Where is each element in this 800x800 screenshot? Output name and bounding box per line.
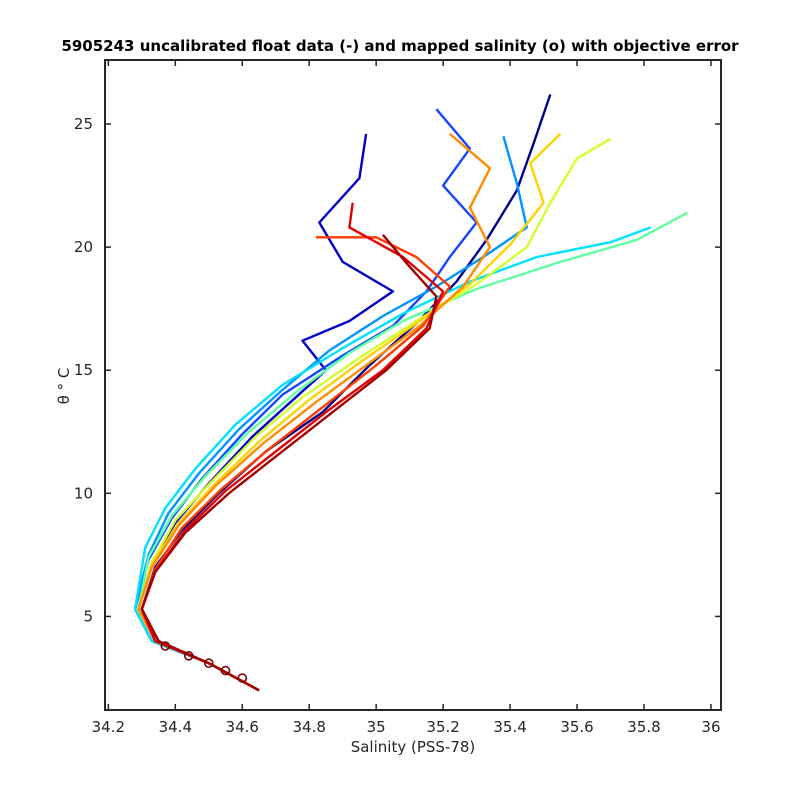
x-tick-label: 35.8 <box>627 718 660 736</box>
y-tick-label: 10 <box>74 484 93 502</box>
mapped-point-4 <box>220 665 231 676</box>
x-tick-label: 34.6 <box>226 718 259 736</box>
x-tick-label: 35 <box>367 718 386 736</box>
series-line-6 <box>137 211 689 692</box>
x-tick-label: 36 <box>701 718 720 736</box>
mapped-point-1 <box>160 641 171 651</box>
x-axis-label: Salinity (PSS-78) <box>351 738 476 756</box>
series-line-5 <box>133 226 652 692</box>
x-tick-label: 34.2 <box>92 718 125 736</box>
series-line-3 <box>133 108 478 692</box>
series-layer <box>133 94 689 692</box>
series-line-9 <box>137 132 492 692</box>
y-tick-label: 15 <box>74 361 93 379</box>
y-axis-label: θ ° C <box>55 368 73 405</box>
mapped-point-2 <box>183 650 194 661</box>
series-line-11 <box>140 202 445 692</box>
y-tick-label: 5 <box>83 607 93 625</box>
y-axis: 5 10 15 20 25 <box>74 115 721 625</box>
mapped-point-5 <box>237 673 248 683</box>
x-tick-label: 35.2 <box>426 718 459 736</box>
x-tick-label: 34.4 <box>159 718 192 736</box>
plot-frame <box>104 59 722 711</box>
y-tick-label: 20 <box>74 238 93 256</box>
series-line-8 <box>137 133 562 692</box>
chart-title: 5905243 uncalibrated float data (-) and … <box>61 37 739 55</box>
series-line-12 <box>140 234 438 692</box>
x-axis: 34.2 34.4 34.6 34.8 35 35.2 35.4 35.6 35.8 36 <box>92 60 721 736</box>
series-line-7 <box>137 137 612 692</box>
x-tick-label: 35.4 <box>493 718 526 736</box>
series-line-1 <box>140 94 552 692</box>
x-tick-label: 35.6 <box>560 718 593 736</box>
mapped-salinity-markers <box>160 641 248 683</box>
y-tick-label: 25 <box>74 115 93 133</box>
x-tick-label: 34.8 <box>293 718 326 736</box>
mapped-point-3 <box>204 658 214 669</box>
